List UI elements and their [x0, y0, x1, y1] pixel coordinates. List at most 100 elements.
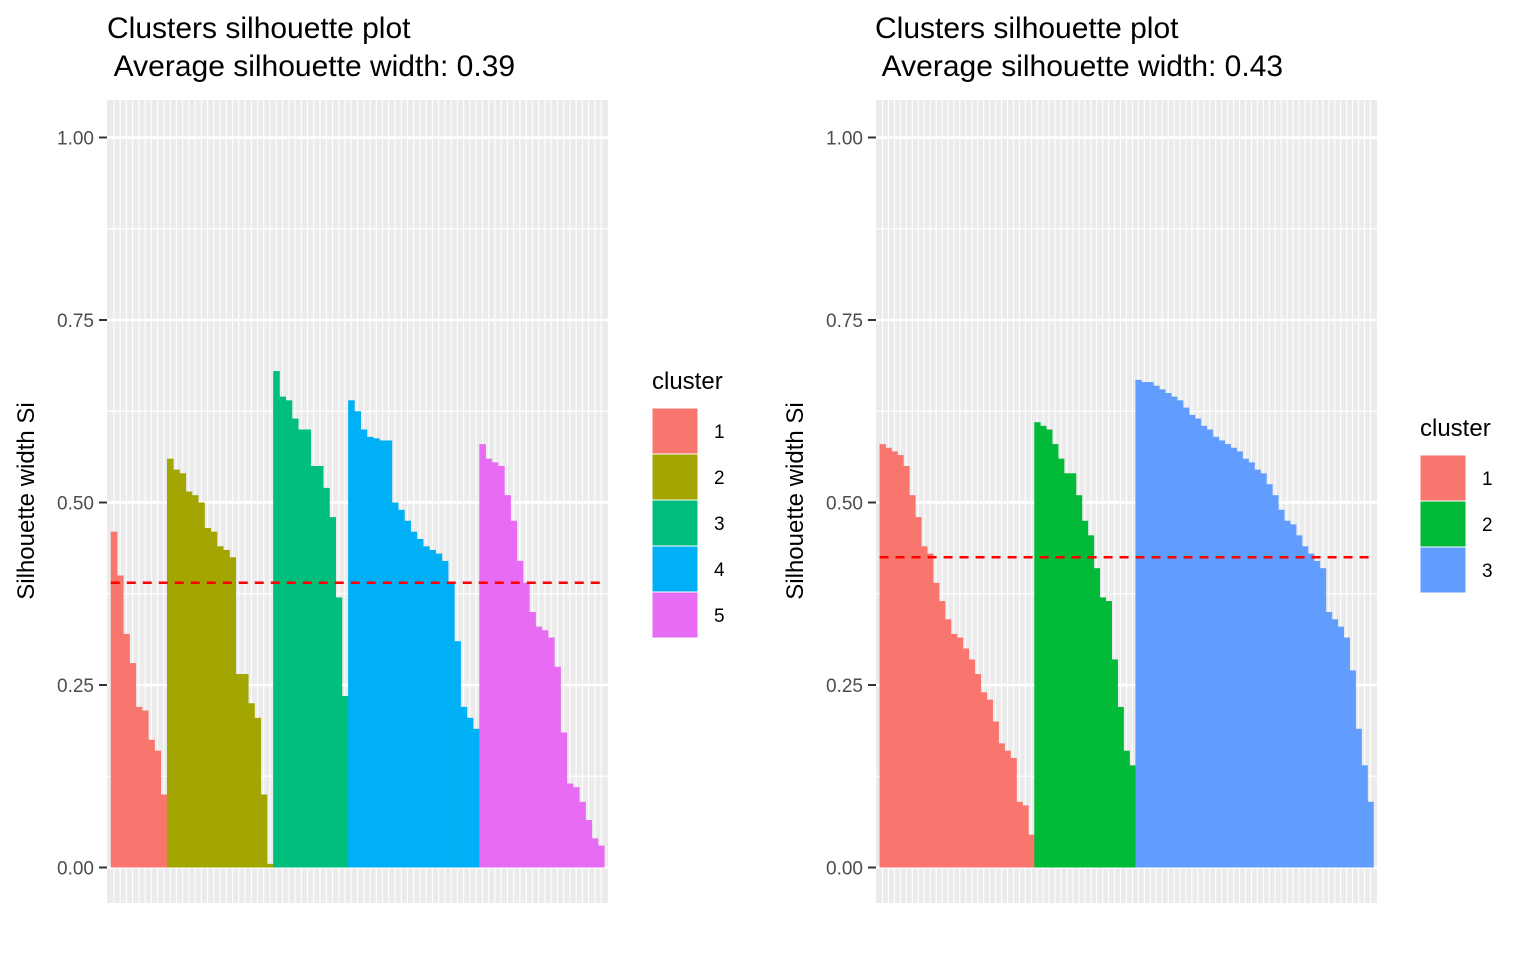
bar-cluster-3-30	[1307, 553, 1315, 868]
bar-cluster-3-29	[1302, 546, 1309, 868]
y-tick-label: 1.00	[57, 129, 94, 150]
legend-key-cluster-2	[1419, 500, 1467, 548]
bar-cluster-3-2	[279, 396, 287, 868]
legend-label-cluster-4: 4	[714, 560, 725, 581]
bar-cluster-2-3	[1046, 429, 1053, 868]
bar-cluster-3-14	[1212, 436, 1220, 868]
legend-label-cluster-5: 5	[714, 606, 725, 627]
bar-cluster-2-9	[216, 546, 224, 868]
bar-cluster-5-12	[548, 637, 555, 868]
bar-cluster-3-11	[1194, 418, 1202, 868]
bar-cluster-5-9	[529, 612, 536, 868]
bar-cluster-2-6	[1064, 473, 1071, 868]
bar-cluster-3-12	[1200, 425, 1208, 868]
bar-cluster-4-4	[366, 436, 374, 868]
bar-cluster-4-20	[466, 717, 474, 868]
bar-cluster-2-15	[1117, 706, 1124, 868]
chart-panel-2: Clusters silhouette plot Average silhoue…	[782, 12, 1493, 903]
bar-cluster-1-8	[921, 546, 928, 868]
legend-key-cluster-1	[1419, 454, 1467, 502]
bar-cluster-5-13	[554, 666, 561, 868]
bar-cluster-1-22	[1004, 750, 1011, 868]
bar-cluster-3-6	[1165, 393, 1172, 868]
bar-cluster-2-5	[191, 495, 199, 868]
bar-cluster-2-8	[210, 531, 218, 868]
bar-cluster-3-9	[323, 487, 330, 868]
bar-cluster-3-22	[1260, 473, 1267, 868]
bar-cluster-2-10	[1087, 535, 1095, 868]
bar-cluster-2-15	[254, 717, 262, 868]
bar-cluster-3-1	[1135, 379, 1142, 868]
bar-cluster-1-11	[939, 601, 946, 868]
bar-cluster-2-17	[266, 863, 274, 868]
legend-key-cluster-5	[651, 591, 699, 639]
bar-cluster-2-17	[1129, 765, 1136, 868]
bar-cluster-2-12	[1099, 597, 1107, 868]
bar-cluster-4-11	[410, 531, 418, 868]
bar-cluster-4-1	[348, 400, 355, 868]
bar-cluster-1-5	[135, 706, 143, 868]
legend-label-cluster-1: 1	[714, 422, 725, 443]
bar-cluster-4-18	[454, 641, 461, 868]
bar-cluster-2-1	[166, 458, 174, 868]
bar-cluster-4-14	[429, 549, 436, 868]
y-tick-label: 1.00	[826, 129, 863, 150]
bar-cluster-5-10	[535, 626, 543, 868]
bar-cluster-3-3	[285, 400, 293, 868]
bar-cluster-5-20	[598, 845, 605, 868]
bar-cluster-2-14	[1111, 659, 1118, 868]
bar-cluster-3-35	[1337, 626, 1345, 868]
bar-cluster-1-20	[992, 721, 999, 868]
bar-cluster-3-10	[329, 517, 336, 868]
legend-key-cluster-2	[651, 453, 699, 501]
bar-cluster-3-17	[1230, 447, 1237, 868]
bar-cluster-2-8	[1075, 495, 1083, 868]
legend-label-cluster-3: 3	[714, 514, 725, 535]
bar-cluster-4-8	[391, 502, 399, 868]
bar-cluster-5-11	[541, 630, 549, 868]
bar-cluster-1-1	[110, 531, 118, 868]
bar-cluster-2-10	[223, 549, 230, 868]
chart-1-legend-title: cluster	[652, 368, 723, 395]
bar-cluster-4-21	[473, 728, 480, 868]
bar-cluster-1-16	[968, 659, 976, 868]
bar-cluster-1-8	[154, 750, 162, 868]
bar-cluster-4-5	[373, 438, 380, 868]
chart-2-title: Clusters silhouette plot	[875, 12, 1179, 45]
bar-cluster-4-2	[354, 411, 361, 868]
bar-cluster-4-6	[379, 440, 386, 868]
bar-cluster-3-11	[335, 597, 343, 868]
legend-key-cluster-1	[651, 407, 699, 455]
bar-cluster-1-26	[1028, 834, 1035, 868]
bar-cluster-3-39	[1361, 765, 1368, 868]
chart-2-subtitle: Average silhouette width: 0.43	[875, 50, 1283, 83]
bar-cluster-3-34	[1331, 619, 1339, 868]
legend-key-cluster-4	[651, 545, 699, 593]
bar-cluster-2-11	[1093, 568, 1101, 868]
bar-cluster-1-24	[1016, 801, 1023, 868]
bar-cluster-4-17	[448, 582, 455, 868]
chart-1-bars	[110, 371, 605, 868]
bar-cluster-4-13	[423, 546, 430, 868]
bar-cluster-1-15	[962, 648, 970, 868]
bar-cluster-2-9	[1081, 520, 1089, 868]
bar-cluster-2-5	[1058, 458, 1065, 868]
bar-cluster-4-16	[441, 560, 449, 868]
bar-cluster-3-7	[1171, 396, 1178, 868]
bar-cluster-3-16	[1224, 444, 1231, 868]
bar-cluster-2-4	[1052, 444, 1059, 868]
bar-cluster-3-40	[1367, 801, 1374, 868]
bar-cluster-3-32	[1319, 568, 1327, 868]
bar-cluster-1-25	[1022, 805, 1029, 868]
bar-cluster-2-12	[235, 674, 243, 868]
bar-cluster-1-3	[123, 633, 130, 868]
bar-cluster-3-19	[1242, 458, 1249, 868]
bar-cluster-1-7	[148, 739, 155, 868]
chart-2-legend: cluster 1 2 3	[1419, 415, 1493, 594]
bar-cluster-3-7	[310, 466, 318, 868]
legend-label-cluster-2: 2	[1482, 515, 1493, 536]
y-tick-label: 0.75	[57, 311, 94, 332]
bar-cluster-4-12	[416, 539, 424, 868]
bar-cluster-2-2	[173, 469, 180, 868]
bar-cluster-3-8	[316, 466, 324, 868]
